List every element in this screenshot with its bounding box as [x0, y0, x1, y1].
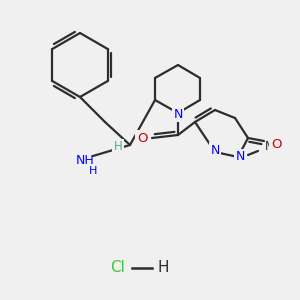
Text: H: H: [89, 166, 97, 176]
Text: N: N: [173, 107, 183, 121]
Text: N: N: [210, 143, 220, 157]
Text: NH: NH: [76, 154, 94, 166]
Text: N: N: [235, 151, 245, 164]
Text: Me: Me: [265, 140, 283, 154]
Text: H: H: [114, 140, 122, 154]
Text: O: O: [271, 139, 281, 152]
Text: Cl: Cl: [111, 260, 125, 275]
Text: H: H: [157, 260, 169, 275]
Text: O: O: [137, 131, 147, 145]
